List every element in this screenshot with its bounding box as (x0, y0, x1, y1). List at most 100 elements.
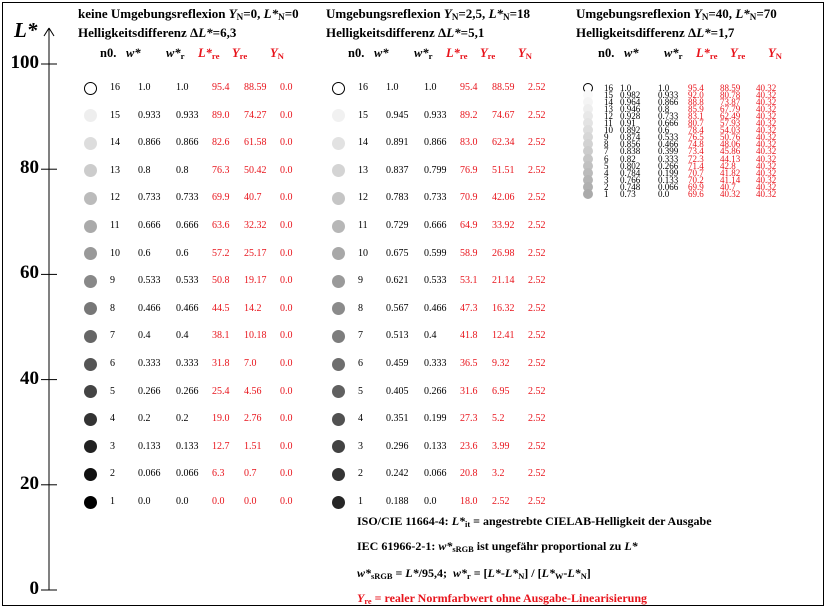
table-cell: 16 (110, 82, 120, 93)
table-cell: 72.3 (688, 153, 704, 164)
table-cell: 0.945 (386, 109, 409, 121)
panel-3-subtitle: Helligkeitsdifferenz ΔL*=1,7 (576, 25, 735, 40)
panel-1-title: keine Umgebungsreflexion YN=0, L*N=0 (78, 6, 299, 22)
table-cell: 10 (358, 247, 368, 259)
column-header: L*re (198, 46, 220, 61)
table-cell: 1 (110, 496, 115, 507)
table-cell: 40.7 (244, 192, 262, 204)
table-cell: 74.67 (492, 109, 515, 121)
table-cell: 0.0 (280, 247, 293, 259)
table-cell: 0.8 (658, 104, 670, 115)
axis-tick-label: 100 (10, 52, 40, 73)
table-cell: 3.99 (492, 440, 510, 452)
table-cell: 70.7 (688, 167, 704, 178)
table-cell: 0.733 (138, 192, 161, 204)
table-cell: 41.14 (720, 174, 741, 185)
table-cell: 0.675 (386, 247, 409, 259)
table-cell: 0.133 (138, 440, 161, 452)
table-cell: 82.6 (212, 137, 230, 149)
table-cell: 0.856 (620, 139, 641, 150)
table-cell: 4 (604, 167, 609, 178)
table-cell: 0.0 (280, 82, 293, 93)
table-cell: 40.32 (756, 139, 777, 150)
table-cell: 0.866 (658, 97, 679, 108)
swatch-circle (83, 357, 97, 371)
table-cell: 0.946 (620, 104, 641, 115)
table-cell: 73.4 (688, 146, 704, 157)
table-cell: 0.928 (620, 111, 641, 122)
table-cell: 3 (358, 440, 363, 452)
table-cell: 6 (604, 153, 609, 164)
axis-arrow-right (48, 27, 55, 37)
swatch-circle (331, 412, 345, 426)
swatch-circle (331, 109, 345, 123)
table-cell: 73.87 (720, 97, 741, 108)
table-cell: 2.52 (528, 275, 546, 287)
table-cell: 16 (604, 83, 613, 93)
swatch-circle (331, 247, 345, 261)
table-cell: 8 (604, 139, 609, 150)
table-cell: 3.2 (492, 468, 505, 480)
axis-tick-label: 0 (29, 578, 40, 599)
table-cell: 14 (604, 97, 613, 108)
table-cell: 0.399 (658, 146, 679, 157)
column-header: Yre (480, 46, 496, 61)
table-cell: 11 (358, 220, 368, 231)
table-cell: 0.0 (176, 496, 189, 507)
table-cell: 7 (358, 330, 363, 342)
table-cell: 74.8 (688, 139, 704, 150)
table-cell: 0.8 (138, 164, 151, 176)
table-cell: 10 (604, 125, 613, 136)
table-cell: 0.6 (658, 125, 670, 136)
table-cell: 0.333 (138, 358, 161, 369)
table-cell: 0.748 (620, 181, 641, 192)
table-cell: 2.52 (528, 385, 546, 397)
swatch-circle (83, 495, 97, 509)
swatch-circle (83, 219, 97, 233)
table-cell: 0.802 (620, 160, 641, 171)
table-cell: 0.2 (138, 413, 151, 425)
table-cell: 18.0 (460, 496, 478, 507)
table-cell: 16 (358, 82, 368, 93)
column-header: Yre (232, 46, 248, 61)
table-cell: 1.0 (658, 83, 670, 93)
table-cell: 2.52 (528, 302, 546, 314)
table-cell: 0.729 (386, 220, 409, 231)
table-cell: 40.32 (756, 146, 777, 157)
table-cell: 0.0 (424, 496, 437, 507)
table-cell: 31.8 (212, 358, 230, 369)
swatch-circle (583, 188, 593, 199)
table-cell: 83.1 (688, 111, 704, 122)
table-cell: 12 (110, 192, 120, 204)
table-cell: 61.58 (244, 137, 267, 149)
table-cell: 0.783 (386, 192, 409, 204)
table-cell: 0.466 (138, 302, 161, 314)
table-cell: 63.6 (212, 220, 230, 231)
table-cell: 57.93 (720, 118, 741, 129)
column-header: L*re (696, 46, 718, 61)
table-cell: 0.266 (138, 385, 161, 397)
table-cell: 0.405 (386, 385, 409, 397)
axis-tick-label: 40 (20, 367, 39, 389)
table-cell: 2.52 (528, 440, 546, 452)
panel-2-subtitle: Helligkeitsdifferenz ΔL*=5,1 (326, 25, 485, 40)
table-cell: 0.874 (620, 132, 641, 143)
table-cell: 2.52 (528, 82, 546, 93)
table-cell: 70.9 (460, 192, 478, 204)
table-cell: 11 (604, 118, 613, 129)
swatch-circle (83, 302, 97, 316)
table-cell: 70.2 (688, 174, 704, 185)
table-cell: 88.8 (688, 97, 704, 108)
swatch-circle (83, 385, 97, 399)
table-cell: 2 (358, 468, 363, 480)
table-cell: 1 (604, 188, 609, 199)
table-cell: 6 (110, 358, 115, 369)
table-cell: 0.0 (280, 496, 293, 507)
table-cell: 5 (604, 160, 609, 171)
table-cell: 0.0 (244, 496, 257, 507)
table-cell: 36.5 (460, 358, 478, 369)
swatch-circle (331, 440, 345, 454)
table-cell: 1.0 (138, 82, 151, 93)
